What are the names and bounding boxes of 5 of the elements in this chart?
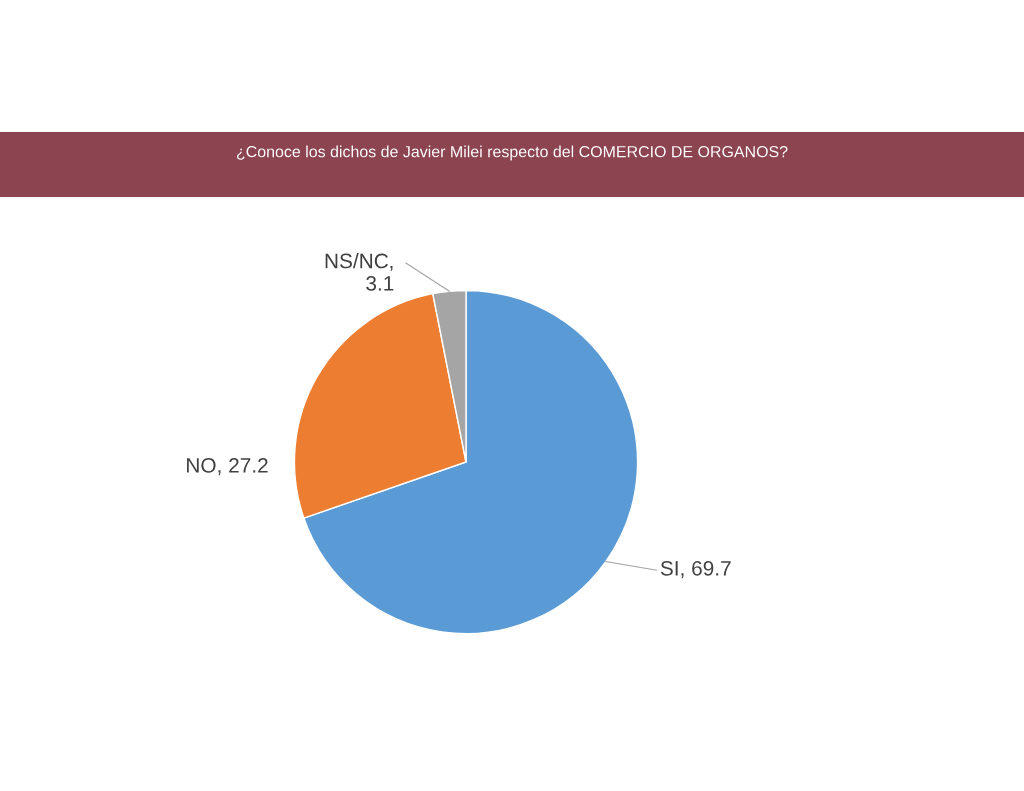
slice-label: SI — [660, 560, 678, 576]
data-label: , 27.2 — [218, 457, 268, 476]
data-label: , 69.7 — [681, 560, 731, 579]
slice-label: NO — [187, 457, 216, 473]
chart-title: ¿Conoce los dichos de Javier Milei respecto del COMERCIO DE ORGANOS? — [236, 145, 788, 161]
